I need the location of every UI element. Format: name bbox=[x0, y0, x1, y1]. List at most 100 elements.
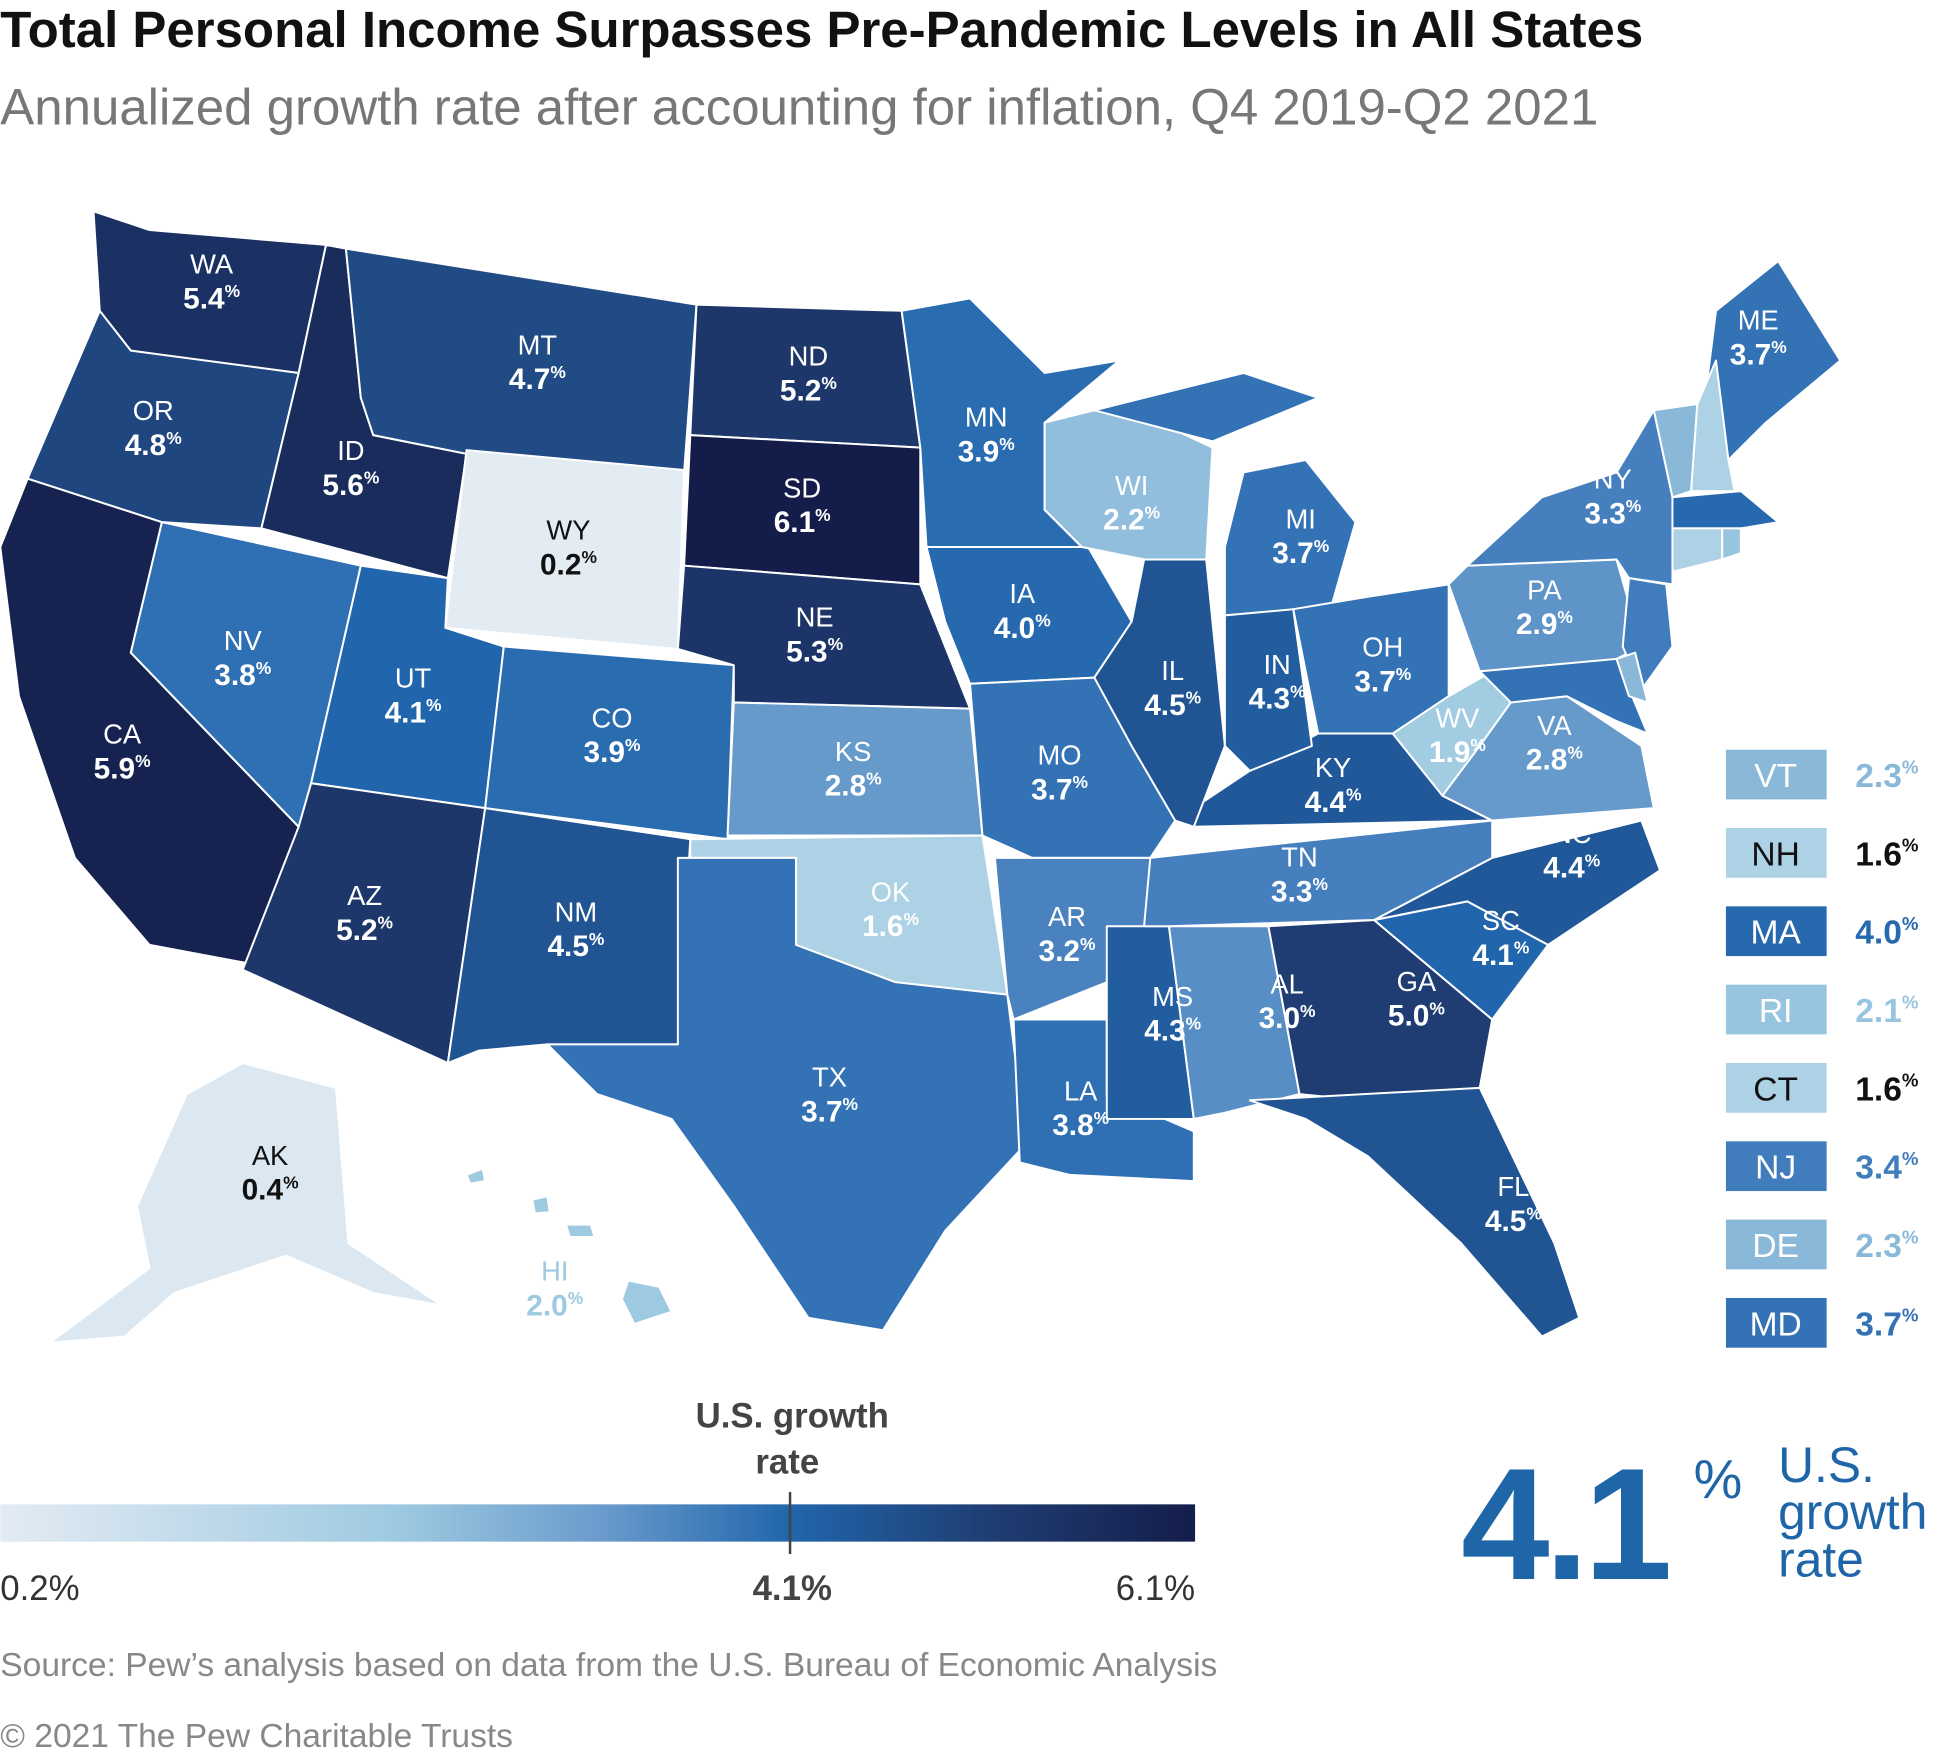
small-state-abbr: RI bbox=[1759, 993, 1793, 1030]
small-state-abbr: MA bbox=[1750, 915, 1801, 952]
state-de[interactable] bbox=[1615, 651, 1649, 704]
small-state-swatch bbox=[1725, 984, 1827, 1035]
small-state-value: 2.3% bbox=[1855, 756, 1919, 795]
state-abbr-label: ND bbox=[789, 341, 829, 372]
state-abbr-label: HI bbox=[541, 1256, 568, 1287]
state-nh[interactable] bbox=[1690, 359, 1736, 493]
small-state-value: 1.6% bbox=[1855, 1070, 1919, 1109]
state-ar[interactable] bbox=[993, 856, 1158, 1021]
state-ny[interactable] bbox=[1466, 409, 1674, 586]
state-abbr-label: KS bbox=[835, 736, 871, 767]
state-hi[interactable] bbox=[465, 1167, 487, 1185]
state-abbr-label: CO bbox=[591, 702, 632, 733]
state-abbr-label: ID bbox=[337, 435, 364, 466]
state-value-label: 4.4% bbox=[1543, 851, 1600, 885]
small-state-value: 3.4% bbox=[1855, 1148, 1919, 1187]
state-ma[interactable] bbox=[1671, 490, 1780, 530]
state-abbr-label: NE bbox=[796, 602, 834, 633]
chart-title: Total Personal Income Surpasses Pre-Pand… bbox=[0, 1, 1643, 58]
us-rate-label-3: rate bbox=[1778, 1531, 1864, 1587]
state-abbr-label: MN bbox=[965, 401, 1008, 432]
state-abbr-label: IL bbox=[1161, 655, 1184, 686]
state-value-label: 4.0% bbox=[994, 611, 1051, 645]
small-state-abbr: NJ bbox=[1755, 1150, 1796, 1187]
legend-marker-label-2: rate bbox=[755, 1442, 819, 1481]
copyright: © 2021 The Pew Charitable Trusts bbox=[0, 1718, 513, 1753]
us-map bbox=[0, 210, 1842, 1344]
state-abbr-label: TN bbox=[1281, 842, 1317, 873]
state-hi[interactable] bbox=[564, 1223, 596, 1239]
small-state-value: 3.7% bbox=[1855, 1305, 1919, 1344]
state-mt[interactable] bbox=[344, 247, 698, 474]
legend-marker-label: U.S. growth bbox=[696, 1396, 889, 1435]
state-abbr-label: LA bbox=[1064, 1075, 1098, 1106]
small-state-swatch bbox=[1725, 1219, 1827, 1270]
state-abbr-label: UT bbox=[395, 663, 432, 694]
state-abbr-label: WV bbox=[1435, 702, 1480, 733]
state-ak[interactable] bbox=[49, 1061, 443, 1344]
legend-min-label: 0.2% bbox=[0, 1569, 79, 1608]
state-abbr-label: TX bbox=[812, 1062, 847, 1093]
state-value-label: 2.0% bbox=[526, 1288, 583, 1322]
state-value-label: 4.5% bbox=[1485, 1204, 1542, 1238]
small-state-swatch bbox=[1725, 906, 1827, 957]
chart-subtitle: Annualized growth rate after accounting … bbox=[0, 78, 1598, 135]
state-abbr-label: NV bbox=[224, 625, 263, 656]
state-tx[interactable] bbox=[546, 856, 1027, 1332]
us-rate-value: 4.1 bbox=[1461, 1435, 1669, 1613]
small-states-legend: VT 2.3% NH 1.6% MA 4.0% RI 2.1% CT 1.6% NJ 3.4% DE 2.… bbox=[1725, 749, 1919, 1348]
state-abbr-label: AL bbox=[1270, 968, 1303, 999]
state-abbr-label: NY bbox=[1594, 464, 1632, 495]
state-abbr-label: NC bbox=[1552, 818, 1592, 849]
small-state-abbr: VT bbox=[1754, 758, 1797, 795]
state-va[interactable] bbox=[1441, 695, 1655, 822]
state-hi[interactable] bbox=[620, 1279, 673, 1326]
state-abbr-label: SD bbox=[783, 472, 821, 503]
state-abbr-label: NM bbox=[555, 896, 598, 927]
state-value-label: 2.8% bbox=[1526, 742, 1583, 776]
state-abbr-label: IA bbox=[1009, 578, 1036, 609]
state-abbr-label: KY bbox=[1315, 752, 1351, 783]
source-note: Source: Pew’s analysis based on data fro… bbox=[0, 1647, 1217, 1684]
state-mi[interactable] bbox=[1093, 371, 1320, 443]
small-state-abbr: NH bbox=[1751, 836, 1799, 873]
small-state-value: 1.6% bbox=[1855, 835, 1919, 874]
state-abbr-label: MT bbox=[518, 329, 558, 360]
color-legend: U.S. growth rate 0.2% 4.1% 6.1% bbox=[0, 1396, 1196, 1608]
us-growth-rate-callout: 4.1 % U.S. growth rate bbox=[1461, 1435, 1927, 1613]
small-state-swatch bbox=[1725, 1297, 1827, 1348]
small-state-swatch bbox=[1725, 1141, 1827, 1192]
legend-mid-label: 4.1% bbox=[753, 1569, 832, 1608]
state-abbr-label: OH bbox=[1362, 631, 1403, 662]
state-abbr-label: AZ bbox=[347, 880, 382, 911]
state-abbr-label: ME bbox=[1738, 304, 1779, 335]
small-state-swatch bbox=[1725, 828, 1827, 878]
state-abbr-label: MO bbox=[1038, 740, 1082, 771]
state-abbr-label: AR bbox=[1048, 901, 1086, 932]
state-value-label: 3.3% bbox=[1271, 874, 1328, 908]
state-abbr-label: FL bbox=[1497, 1171, 1529, 1202]
state-abbr-label: AK bbox=[252, 1140, 288, 1171]
small-state-abbr: CT bbox=[1753, 1071, 1798, 1108]
us-rate-percent: % bbox=[1694, 1448, 1743, 1510]
state-abbr-label: MI bbox=[1286, 503, 1316, 534]
state-az[interactable] bbox=[241, 782, 487, 1064]
small-state-abbr: MD bbox=[1750, 1306, 1802, 1343]
small-state-value: 2.1% bbox=[1855, 991, 1919, 1030]
us-rate-label-2: growth bbox=[1778, 1484, 1927, 1540]
state-ct[interactable] bbox=[1671, 527, 1724, 573]
small-state-value: 4.0% bbox=[1855, 913, 1919, 952]
state-abbr-label: WA bbox=[190, 249, 234, 280]
state-ri[interactable] bbox=[1721, 527, 1742, 561]
state-abbr-label: OK bbox=[871, 876, 911, 907]
state-hi[interactable] bbox=[531, 1195, 551, 1215]
legend-max-label: 6.1% bbox=[1116, 1569, 1195, 1608]
us-rate-label-1: U.S. bbox=[1778, 1437, 1875, 1493]
small-state-value: 2.3% bbox=[1855, 1226, 1919, 1265]
state-fl[interactable] bbox=[1248, 1086, 1581, 1338]
state-in[interactable] bbox=[1223, 608, 1313, 772]
state-value-label: 4.5% bbox=[1144, 688, 1201, 722]
state-abbr-label: PA bbox=[1527, 574, 1562, 605]
state-abbr-label: CA bbox=[103, 718, 142, 749]
